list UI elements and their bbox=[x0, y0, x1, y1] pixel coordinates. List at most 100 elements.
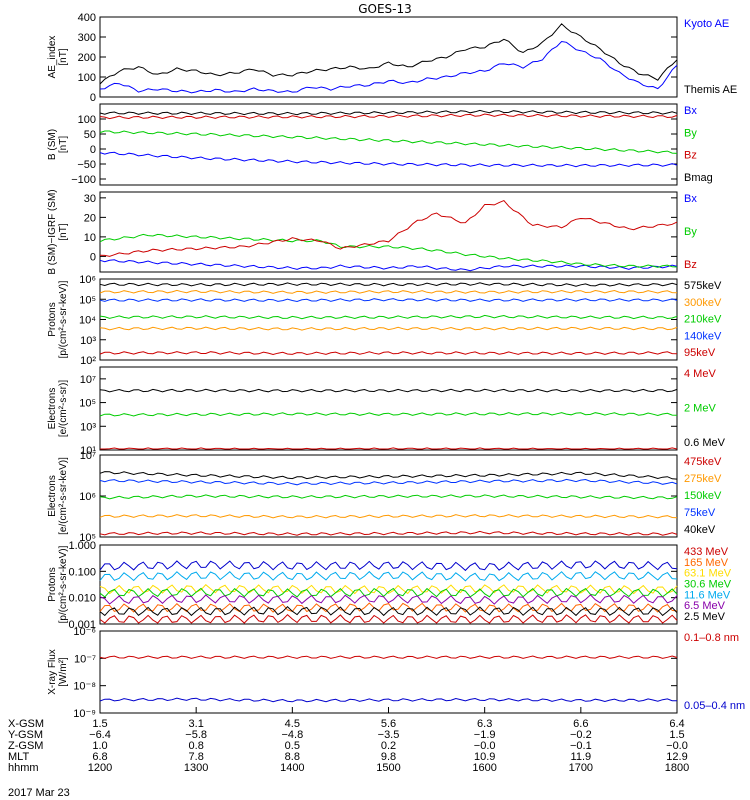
panel-frame bbox=[99, 103, 678, 186]
xaxis-value: 0.8 bbox=[189, 740, 204, 752]
series-line-ae-1 bbox=[99, 23, 678, 85]
y-tick-label: 1.000 bbox=[68, 540, 96, 552]
xaxis-value: 12.9 bbox=[666, 751, 687, 763]
legend-63-1-mev: 63.1 MeV bbox=[684, 568, 732, 580]
panel-xray: 10⁻⁹ 10⁻⁸ 10⁻⁷ 10⁻⁶ X-ray Flux [W/m²] 0.1–0.8 … bbox=[47, 626, 745, 720]
series-line-ae-0 bbox=[99, 40, 678, 94]
legend-4-mev: 4 MeV bbox=[684, 368, 716, 380]
legend-475kev: 475keV bbox=[684, 456, 722, 468]
y-tick-label: 0 bbox=[90, 144, 96, 156]
series-line-electrons_mev-1 bbox=[99, 412, 678, 417]
xaxis-value: −0.2 bbox=[570, 729, 592, 741]
y-tick-label: 50 bbox=[84, 129, 96, 141]
xaxis-value: 1800 bbox=[665, 762, 689, 774]
series-line-protons_high-6 bbox=[99, 606, 678, 617]
series-line-electrons_kev-1 bbox=[99, 514, 678, 519]
xaxis-value: 1600 bbox=[472, 762, 496, 774]
xaxis-row-label: Y-GSM bbox=[8, 729, 43, 741]
xaxis-value: 7.8 bbox=[189, 751, 204, 763]
xaxis-value: 6.6 bbox=[573, 718, 588, 730]
y-tick-label: 200 bbox=[78, 52, 96, 64]
y-axis-label: [nT] bbox=[58, 223, 69, 240]
y-axis-label: B (SM)−IGRF (SM) bbox=[47, 189, 58, 274]
xaxis-row-label: hhmm bbox=[8, 762, 39, 774]
series-line-xray-1 bbox=[99, 697, 678, 703]
panel-frame bbox=[99, 16, 678, 98]
series-line-bsm-3 bbox=[99, 109, 678, 116]
legend-2-mev: 2 MeV bbox=[684, 403, 716, 415]
xaxis-row-label: MLT bbox=[8, 751, 29, 763]
xaxis-value: 6.4 bbox=[669, 718, 684, 730]
y-tick-label: 10⁵ bbox=[79, 398, 96, 410]
y-axis-label: Electrons bbox=[47, 388, 58, 430]
panel-ae: 0 100 200 300 400 AE_index [nT] Kyoto AE Themis … bbox=[47, 12, 737, 104]
y-tick-label: 100 bbox=[78, 114, 96, 126]
y-axis-label: [e/(cm²-s-sr-keV)] bbox=[58, 457, 69, 535]
y-tick-label: 300 bbox=[78, 32, 96, 44]
xaxis-value: −4.8 bbox=[281, 729, 303, 741]
series-line-protons_low-1 bbox=[99, 289, 678, 294]
y-tick-label: 0.001 bbox=[68, 619, 96, 631]
legend-kyoto-ae: Kyoto AE bbox=[684, 18, 729, 30]
xaxis-value: 6.3 bbox=[477, 718, 492, 730]
legend-300kev: 300keV bbox=[684, 297, 722, 309]
series-line-protons_high-4 bbox=[99, 570, 678, 582]
series-line-electrons_mev-0 bbox=[100, 447, 678, 450]
y-tick-label: 10⁴ bbox=[79, 315, 96, 327]
y-axis-label: [e/(cm²-s-sr)] bbox=[58, 380, 69, 437]
legend-bx: Bx bbox=[684, 105, 697, 117]
xaxis-value: 1.5 bbox=[92, 718, 107, 730]
legend-165-mev: 165 MeV bbox=[684, 557, 729, 569]
y-axis-label: [nT] bbox=[58, 48, 69, 65]
y-tick-label: 10⁻⁷ bbox=[74, 653, 96, 665]
xaxis-value: −0.0 bbox=[666, 740, 688, 752]
y-axis-label: [W/m²] bbox=[58, 657, 69, 687]
series-line-bsm-2 bbox=[99, 113, 678, 120]
xaxis-row-label: Z-GSM bbox=[8, 740, 43, 752]
y-tick-label: 10³ bbox=[80, 421, 96, 433]
series-line-protons_low-2 bbox=[99, 314, 678, 320]
series-line-electrons_kev-3 bbox=[99, 478, 678, 486]
xaxis-value: 9.8 bbox=[381, 751, 396, 763]
panel-frame bbox=[99, 544, 678, 625]
panel-bigrf: 0 10 20 30 B (SM)−IGRF (SM) [nT] Bx By Bz bbox=[47, 189, 697, 274]
y-tick-label: 0 bbox=[90, 251, 96, 263]
legend-75kev: 75keV bbox=[684, 507, 716, 519]
legend-140kev: 140keV bbox=[684, 330, 722, 342]
legend-40kev: 40keV bbox=[684, 524, 716, 536]
series-line-protons_low-5 bbox=[99, 326, 678, 331]
legend-0-05-0-4-nm: 0.05–0.4 nm bbox=[684, 700, 745, 712]
legend-30-6-mev: 30.6 MeV bbox=[684, 579, 732, 591]
y-tick-label: −100 bbox=[71, 174, 96, 186]
panel-electrons_mev: 10¹ 10³ 10⁵ 10⁷ Electrons [e/(cm²-s-sr)] 4 MeV… bbox=[47, 366, 726, 457]
series-line-protons_high-7 bbox=[99, 560, 678, 572]
legend-themis-ae: Themis AE bbox=[684, 84, 737, 96]
y-axis-label: Electrons bbox=[47, 475, 58, 517]
y-tick-label: 0.010 bbox=[68, 593, 96, 605]
series-line-electrons_kev-2 bbox=[99, 494, 678, 500]
series-line-bsm-1 bbox=[99, 130, 678, 154]
y-axis-label: B (SM) bbox=[47, 129, 58, 160]
legend-95kev: 95keV bbox=[684, 347, 716, 359]
y-axis-label: [p/(cm²-s-sr-keV)] bbox=[58, 545, 69, 623]
y-tick-label: 10 bbox=[84, 232, 96, 244]
series-line-protons_low-3 bbox=[99, 298, 678, 303]
series-line-protons_high-0 bbox=[99, 614, 678, 624]
panel-protons_low: 10² 10³ 10⁴ 10⁵ 10⁶ Protons [p/(cm²-s-sr-keV)]… bbox=[47, 274, 722, 367]
legend-bmag: Bmag bbox=[684, 172, 713, 184]
series-line-electrons_kev-0 bbox=[99, 530, 678, 536]
series-line-protons_high-3 bbox=[99, 587, 678, 598]
y-tick-label: 0.100 bbox=[68, 566, 96, 578]
y-tick-label: 10⁵ bbox=[79, 294, 96, 306]
legend-11-6-mev: 11.6 MeV bbox=[684, 589, 731, 601]
xaxis-value: −6.4 bbox=[89, 729, 111, 741]
xaxis-value: 3.1 bbox=[189, 718, 204, 730]
series-line-protons_high-1 bbox=[99, 602, 678, 613]
series-line-bigrf-0 bbox=[99, 259, 678, 272]
legend-2-5-mev: 2.5 MeV bbox=[684, 611, 726, 623]
legend-by: By bbox=[684, 127, 697, 139]
series-line-electrons_kev-4 bbox=[99, 471, 678, 480]
y-axis-label: Protons bbox=[47, 567, 58, 601]
y-axis-label: X-ray Flux bbox=[47, 649, 58, 695]
